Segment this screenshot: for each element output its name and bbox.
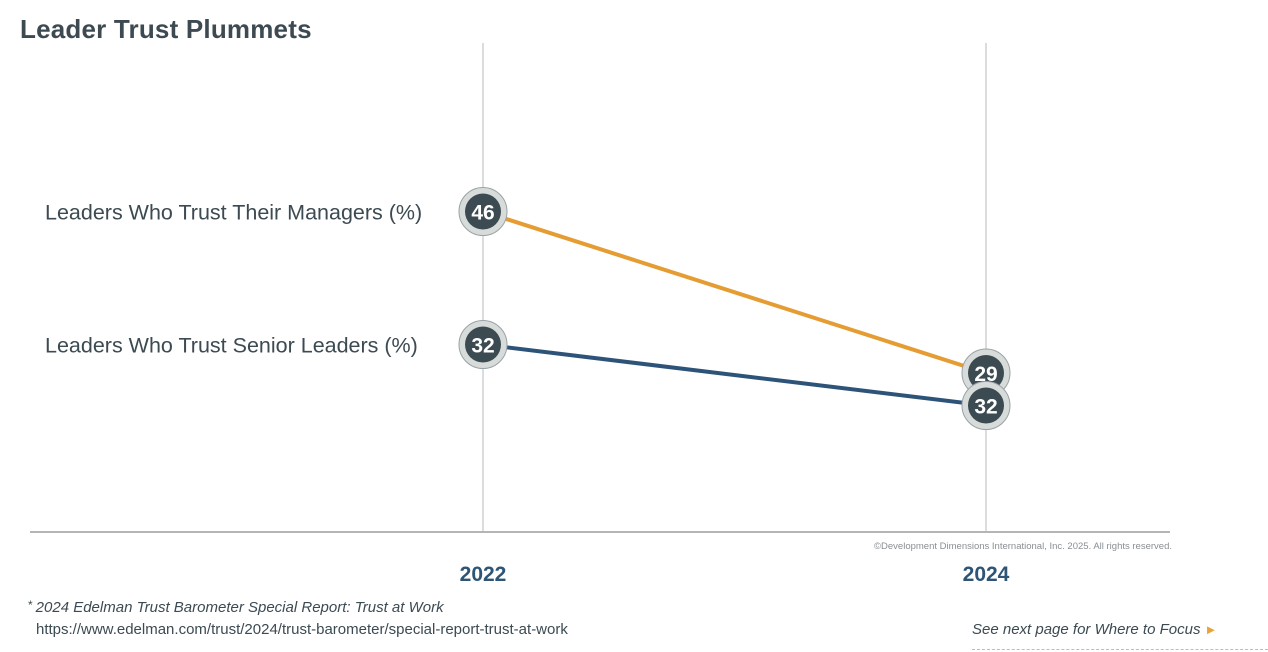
- chart: 2022 2024 Leaders Who Trust Their Managers…: [30, 43, 1170, 586]
- series-label: Leaders Who Trust Their Managers (%): [45, 201, 422, 225]
- data-point: [465, 326, 501, 363]
- copyright-notice: ©Development Dimensions International, I…: [874, 541, 1172, 552]
- footnote-source: * 2024 Edelman Trust Barometer Special Re…: [28, 598, 444, 616]
- series-line-0: [481, 209, 988, 375]
- x-tick-label: 2022: [460, 563, 507, 586]
- series-label: Leaders Who Trust Senior Leaders (%): [45, 334, 418, 358]
- next-page-divider: [972, 649, 1268, 650]
- data-label: 46: [471, 202, 494, 225]
- data-label: 29: [974, 363, 997, 386]
- next-page-label: See next page for Where to Focus: [972, 621, 1201, 638]
- page-title: Leader Trust Plummets: [20, 14, 312, 44]
- data-point: [465, 193, 501, 230]
- footnote-star: *: [28, 598, 33, 612]
- footnote-url[interactable]: https://www.edelman.com/trust/2024/trust…: [36, 621, 568, 638]
- data-label: 32: [471, 335, 494, 358]
- data-point: [968, 355, 1004, 391]
- series-line-1: [481, 342, 988, 408]
- next-page-link[interactable]: See next page for Where to Focus ►: [972, 621, 1268, 638]
- x-tick-label: 2024: [963, 563, 1010, 586]
- data-point: [968, 387, 1004, 424]
- footnote-text: 2024 Edelman Trust Barometer Special Rep…: [35, 599, 444, 616]
- data-label: 32: [974, 396, 997, 419]
- play-arrow-icon: ►: [1204, 622, 1218, 637]
